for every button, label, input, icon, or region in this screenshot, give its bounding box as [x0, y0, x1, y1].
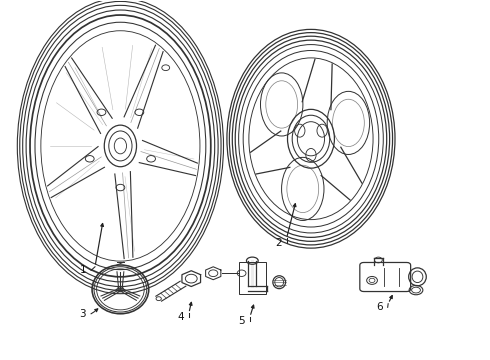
Text: 3: 3	[79, 309, 86, 319]
Text: 2: 2	[275, 238, 282, 248]
Text: 1: 1	[79, 265, 86, 275]
Text: 6: 6	[376, 302, 383, 312]
Text: 5: 5	[238, 316, 245, 325]
Text: 4: 4	[177, 312, 184, 322]
